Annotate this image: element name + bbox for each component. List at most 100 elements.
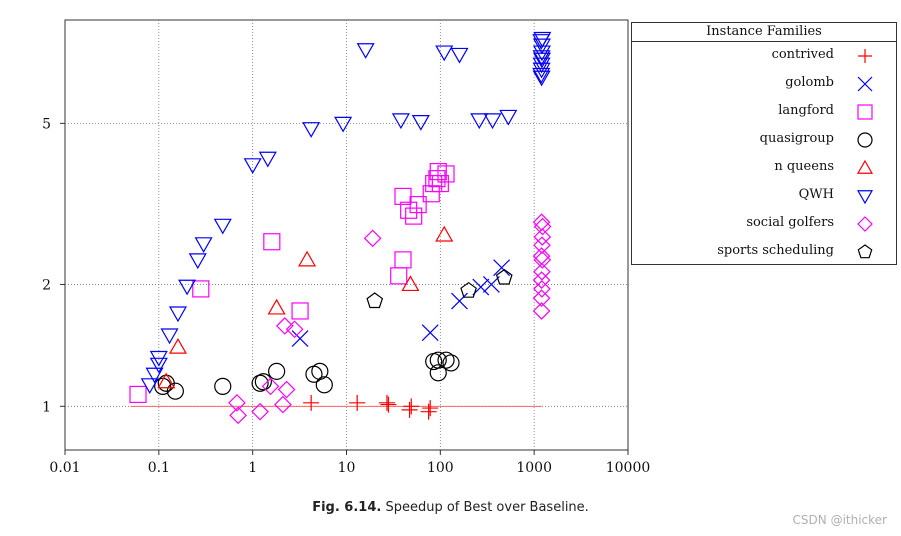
legend-label: n queens: [774, 159, 834, 174]
legend-label: quasigroup: [759, 131, 834, 146]
legend-label: sports scheduling: [717, 243, 834, 258]
data-point-social-golfers: [533, 262, 551, 281]
legend-marker-n-queens: [856, 159, 874, 174]
data-point-QWH: [391, 113, 410, 130]
x-tick-label: 1: [248, 460, 257, 476]
data-point-golomb: [493, 259, 511, 277]
data-point-QWH: [532, 67, 551, 84]
x-tick-label: 0.1: [148, 460, 170, 476]
data-point-contrived: [401, 401, 418, 418]
caption-text: Speedup of Best over Baseline.: [385, 500, 589, 515]
data-point-QWH: [483, 113, 502, 130]
y-tick-label: 2: [42, 277, 51, 293]
data-point-quasigroup: [429, 364, 447, 382]
data-point-social-golfers: [532, 289, 551, 308]
data-point-QWH: [145, 367, 164, 384]
data-point-langford: [422, 185, 440, 203]
legend-title: Instance Families: [632, 23, 896, 42]
data-point-social-golfers: [251, 402, 269, 421]
legend-label: golomb: [785, 75, 834, 90]
data-point-QWH: [160, 328, 179, 345]
x-tick-label: 1000: [516, 460, 552, 476]
data-point-quasigroup: [154, 377, 172, 395]
data-point-QWH: [532, 38, 551, 55]
data-point-langford: [437, 165, 455, 183]
data-point-QWH: [532, 62, 551, 79]
data-point-contrived: [422, 400, 439, 417]
data-point-QWH: [411, 114, 430, 131]
data-point-QWH: [356, 43, 375, 59]
figure-caption: Fig. 6.14. Speedup of Best over Baseline…: [0, 500, 901, 515]
legend-item-golomb: golomb: [632, 73, 896, 95]
data-point-langford: [192, 280, 210, 298]
data-point-langford: [428, 170, 446, 188]
data-point-n-queens: [157, 372, 176, 389]
data-point-golomb: [421, 324, 439, 342]
data-point-QWH: [470, 113, 489, 130]
data-point-social-golfers: [229, 406, 247, 425]
data-point-langford: [405, 207, 423, 225]
x-tick-label: 0.01: [49, 460, 80, 476]
data-point-quasigroup: [429, 351, 447, 369]
series-quasigroup: [154, 351, 460, 400]
data-point-quasigroup: [166, 382, 184, 400]
data-point-social-golfers: [532, 302, 551, 320]
data-point-langford: [390, 267, 408, 285]
data-point-QWH: [533, 31, 552, 48]
legend-label: langford: [778, 103, 834, 118]
series-n-queens: [157, 225, 454, 389]
data-point-QWH: [194, 237, 213, 254]
data-point-contrived: [403, 398, 420, 415]
legend-marker-icon: [858, 49, 872, 63]
x-tick-label: 100: [427, 460, 454, 476]
data-point-social-golfers: [228, 393, 246, 412]
data-point-n-queens: [435, 225, 454, 242]
data-point-social-golfers: [532, 271, 551, 289]
series-golomb: [291, 259, 511, 348]
data-point-social-golfers: [277, 380, 296, 399]
data-point-langford: [129, 385, 147, 404]
data-point-social-golfers: [363, 229, 382, 248]
data-point-quasigroup: [311, 362, 329, 380]
watermark: CSDN @ithicker: [792, 513, 887, 527]
data-point-langford: [431, 174, 449, 193]
data-point-QWH: [302, 122, 321, 138]
data-point-QWH: [435, 45, 454, 62]
data-point-QWH: [213, 218, 232, 235]
y-tick-label: 1: [42, 399, 51, 415]
data-point-langford: [291, 302, 309, 320]
legend-marker-icon: [856, 190, 874, 205]
data-point-QWH: [532, 57, 551, 74]
legend-label: QWH: [798, 187, 834, 202]
legend-marker-icon: [857, 244, 873, 259]
data-point-contrived: [349, 394, 366, 411]
data-point-n-queens: [401, 275, 420, 292]
data-point-langford: [263, 233, 281, 251]
legend-marker-icon: [857, 104, 873, 120]
data-point-quasigroup: [268, 362, 286, 380]
series-QWH: [140, 31, 552, 395]
series-social-golfers: [228, 213, 552, 425]
data-point-QWH: [168, 306, 188, 323]
data-point-QWH: [149, 357, 168, 374]
legend-label: contrived: [771, 47, 834, 62]
legend-item-n-queens: n queens: [632, 157, 896, 179]
data-point-social-golfers: [532, 247, 551, 265]
data-point-social-golfers: [532, 213, 551, 232]
data-point-golomb: [451, 292, 468, 310]
data-point-QWH: [149, 350, 168, 367]
legend-item-sports-scheduling: sports scheduling: [632, 241, 896, 263]
data-point-social-golfers: [533, 228, 552, 246]
series-langford: [129, 162, 455, 404]
data-point-sports-scheduling: [366, 292, 384, 309]
data-point-QWH: [188, 253, 207, 270]
data-point-quasigroup: [315, 376, 333, 394]
data-point-golomb: [472, 278, 490, 296]
data-point-social-golfers: [274, 395, 292, 414]
data-point-social-golfers: [285, 320, 304, 339]
legend-marker-QWH: [856, 190, 874, 205]
data-point-quasigroup: [437, 351, 455, 369]
data-point-quasigroup: [214, 377, 232, 395]
data-point-contrived: [420, 403, 437, 420]
